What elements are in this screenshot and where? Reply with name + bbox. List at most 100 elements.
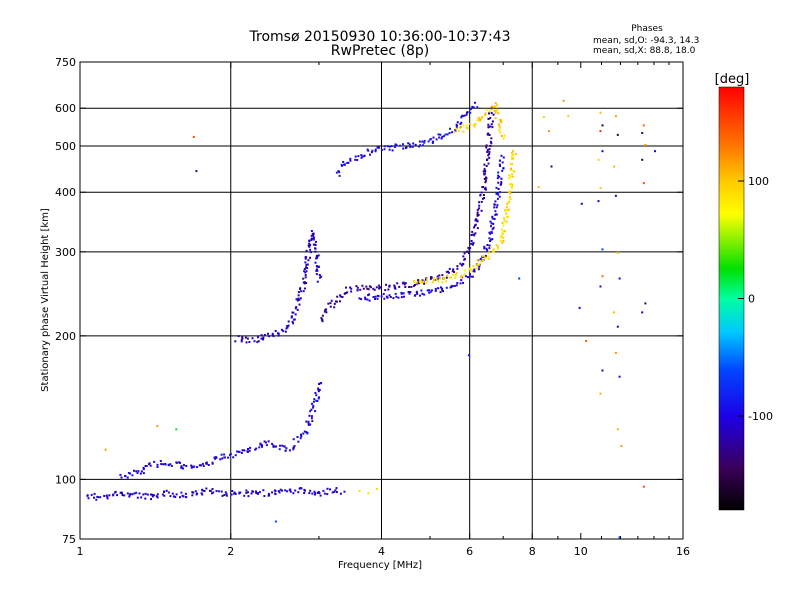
data-point (505, 212, 508, 215)
data-point (436, 275, 439, 278)
data-point (311, 402, 313, 405)
data-point (420, 280, 423, 283)
data-point (256, 341, 259, 344)
data-point (418, 140, 421, 143)
data-point (601, 248, 604, 251)
data-point (483, 168, 486, 171)
data-point (488, 231, 491, 234)
data-point (506, 202, 509, 205)
data-point (135, 470, 138, 473)
data-point (133, 469, 135, 472)
data-point (475, 264, 478, 267)
data-point (312, 406, 315, 409)
data-point (508, 174, 511, 177)
data-point (285, 447, 288, 450)
data-point (511, 162, 514, 165)
data-point (476, 259, 479, 262)
data-point (503, 217, 505, 220)
data-point (508, 177, 511, 180)
data-point (248, 449, 251, 452)
data-point (121, 494, 124, 497)
data-point (485, 108, 488, 111)
data-point (474, 224, 476, 227)
data-point (483, 247, 486, 250)
data-point (362, 287, 365, 290)
data-point (292, 438, 295, 441)
data-point (307, 420, 310, 423)
data-point (642, 485, 645, 488)
data-point (404, 147, 407, 149)
data-point (442, 135, 445, 138)
data-point (434, 289, 437, 292)
data-point (185, 496, 188, 499)
data-point (387, 288, 390, 291)
data-point (446, 133, 449, 136)
data-point (315, 399, 318, 402)
data-point (502, 156, 505, 159)
data-point (488, 156, 491, 159)
data-point (339, 300, 341, 303)
data-point (509, 162, 512, 165)
data-point (498, 191, 501, 194)
data-point (498, 175, 501, 178)
data-point (436, 278, 439, 281)
data-point (150, 498, 152, 501)
data-point (414, 294, 417, 297)
data-point (493, 206, 496, 209)
y-axis-label: Stationary phase Virtual Height [km] (40, 208, 51, 392)
data-point (471, 243, 474, 246)
data-point (483, 187, 486, 190)
data-point (463, 114, 466, 117)
data-point (498, 163, 501, 166)
data-point (313, 398, 316, 401)
data-point (491, 215, 494, 218)
data-point (385, 283, 387, 286)
data-point (163, 494, 166, 497)
data-point (393, 284, 396, 287)
data-point (164, 462, 167, 465)
data-point (497, 123, 500, 126)
data-point (496, 247, 499, 250)
data-point (286, 490, 288, 493)
data-point (373, 288, 376, 291)
data-point (308, 414, 311, 417)
data-point (460, 116, 463, 119)
data-point (477, 263, 480, 266)
data-point (212, 491, 215, 494)
data-point (421, 279, 424, 282)
data-point (358, 297, 361, 300)
data-point (403, 295, 405, 298)
data-point (430, 289, 433, 292)
data-point (356, 159, 359, 161)
data-point (486, 149, 489, 152)
y-tick-label: 100 (55, 473, 76, 486)
data-point (249, 446, 252, 449)
data-point (502, 236, 505, 239)
data-point (505, 208, 508, 211)
data-point (484, 254, 487, 257)
x-tick-label: 16 (676, 545, 690, 558)
data-point (307, 422, 310, 425)
data-point (482, 170, 485, 173)
data-point (490, 142, 493, 145)
data-point (499, 126, 502, 129)
data-point (499, 236, 502, 239)
data-point (140, 496, 143, 499)
data-point (366, 287, 369, 290)
data-point (407, 291, 410, 293)
data-point (279, 444, 281, 447)
stats-title: Phases (631, 24, 663, 34)
data-point (320, 317, 323, 320)
data-point (500, 120, 503, 123)
data-point (479, 257, 482, 260)
data-point (518, 277, 521, 280)
data-point (175, 461, 178, 464)
data-point (215, 490, 218, 492)
data-point (234, 454, 237, 457)
data-point (439, 277, 442, 280)
data-point (537, 186, 540, 189)
data-point (482, 186, 484, 188)
data-point (494, 102, 497, 105)
data-point (142, 493, 145, 496)
data-point (327, 302, 330, 305)
